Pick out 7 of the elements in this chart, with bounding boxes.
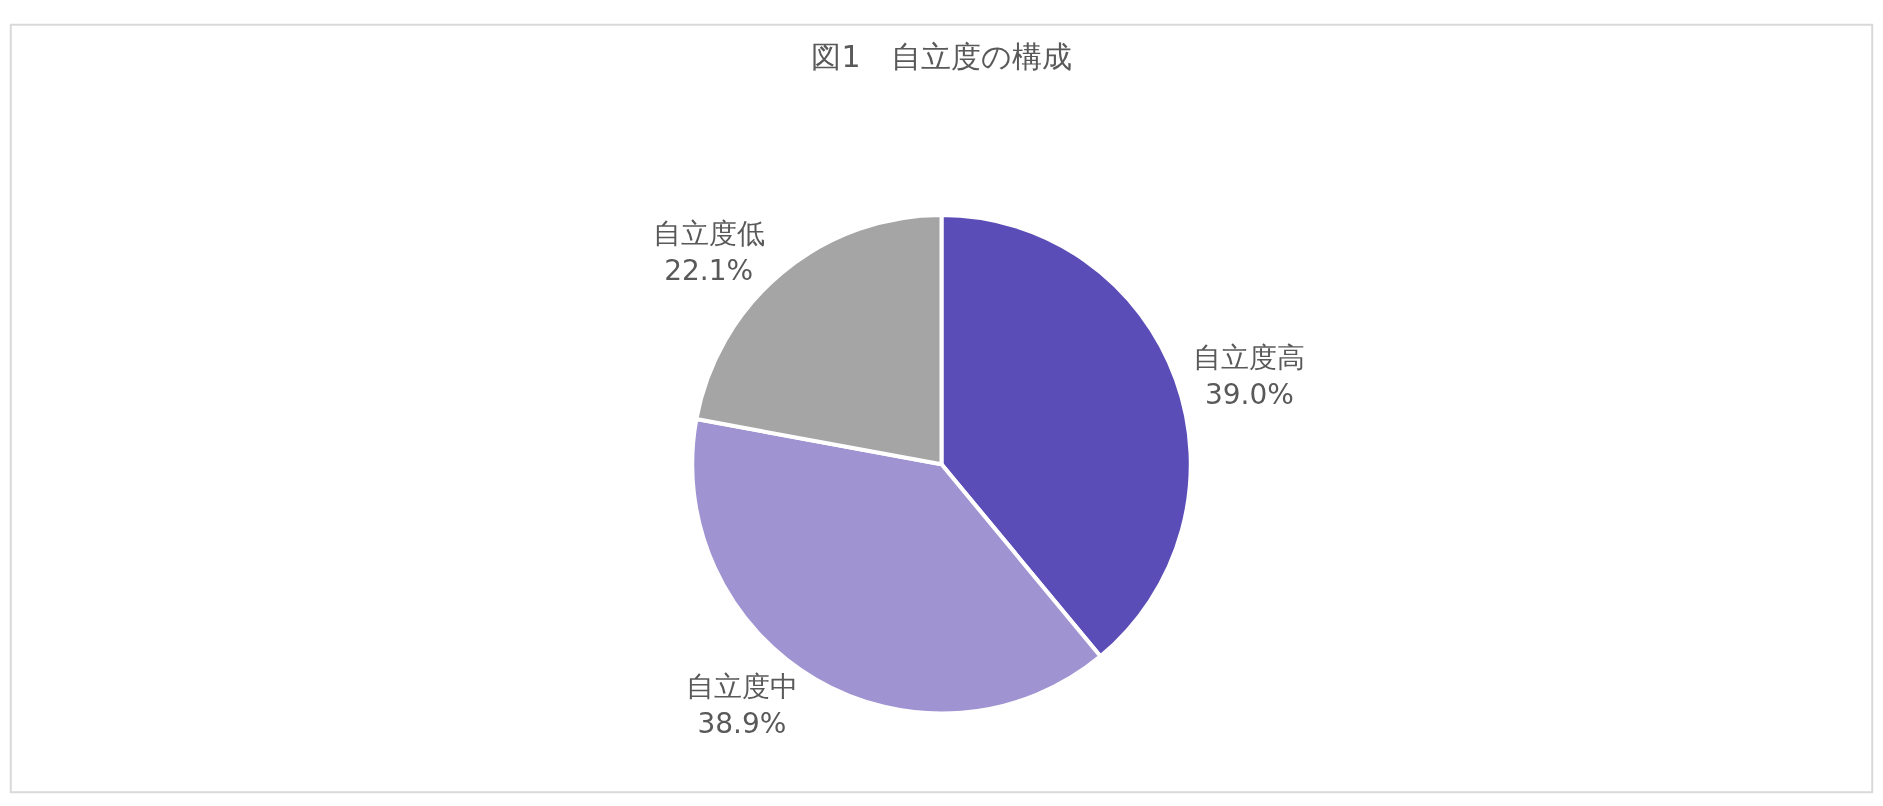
data-label: 38.9% <box>697 706 787 740</box>
slice-label: 自立度中 <box>685 670 798 704</box>
data-label: 39.0% <box>1204 377 1294 411</box>
chart-title: 図1 自立度の構成 <box>811 38 1072 74</box>
slice-label: 自立度低 <box>652 217 765 251</box>
data-label: 22.1% <box>664 253 754 287</box>
slice-label: 自立度高 <box>1193 341 1306 375</box>
